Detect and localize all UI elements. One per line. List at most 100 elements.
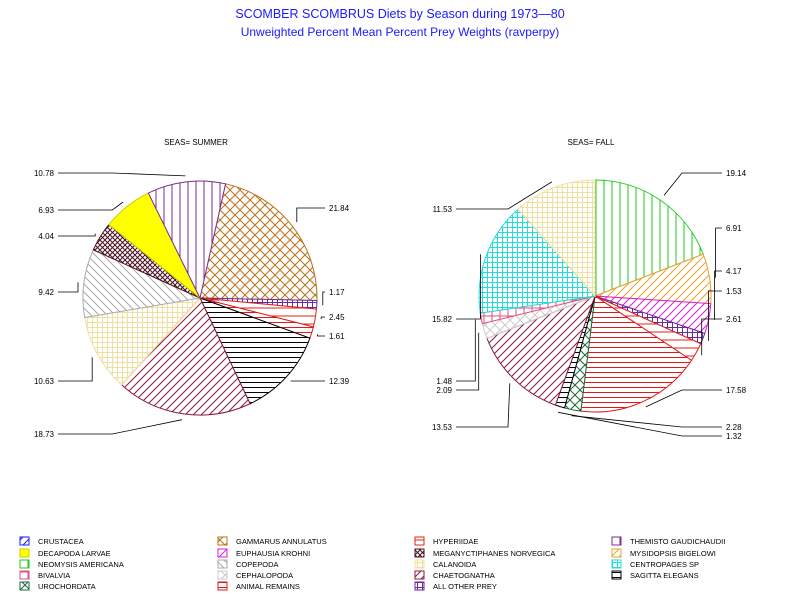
callout-line (456, 319, 476, 382)
callout-line (708, 290, 722, 341)
callout-line (714, 270, 722, 320)
legend-item-urochordata: UROCHORDATA (19, 581, 96, 591)
pie-slice-chaetognatha (486, 295, 596, 406)
legend-item-gammarus-annulatus: GAMMARUS ANNULATUS (217, 536, 327, 546)
slice-value-label: 2.28 (726, 423, 742, 432)
slice-value-label: 15.82 (432, 315, 453, 324)
legend-swatch (217, 536, 228, 546)
callout-line (58, 282, 79, 293)
callout-line (456, 383, 511, 428)
panel-label: SEAS= FALL (568, 138, 615, 147)
legend-swatch (611, 570, 622, 580)
legend-label: CHAETOGNATHA (433, 571, 495, 580)
callout-line (715, 227, 722, 278)
pie-slice-calanoida (517, 179, 596, 298)
legend-label: EUPHAUSIA KROHNI (236, 549, 310, 558)
pie-slice-animal-remains (580, 295, 693, 413)
legend-swatch (217, 581, 228, 591)
legend-item-bivalvia: BIVALVIA (19, 570, 70, 580)
legend-label: THEMISTO GAUDICHAUDII (630, 537, 725, 546)
slice-value-label: 11.53 (433, 205, 453, 214)
slice-value-label: 18.73 (34, 430, 55, 439)
legend-swatch (19, 581, 30, 591)
slice-value-label: 21.84 (329, 204, 350, 213)
legend-item-decapoda-larvae: DECAPODA LARVAE (19, 548, 111, 558)
legend-item-calanoida: CALANOIDA (414, 559, 476, 569)
callout-line (320, 316, 325, 320)
legend-label: ANIMAL REMAINS (236, 582, 300, 591)
legend-swatch (19, 570, 30, 580)
chart-subtitle: Unweighted Percent Mean Percent Prey Wei… (241, 25, 560, 39)
legend-item-mysidopsis-bigelowi: MYSIDOPSIS BIGELOWI (611, 548, 716, 558)
slice-value-label: 6.91 (726, 224, 742, 233)
callout-line (322, 291, 325, 306)
legend-label: MYSIDOPSIS BIGELOWI (630, 549, 716, 558)
legend-item-neomysis-americana: NEOMYSIS AMERICANA (19, 559, 124, 569)
slice-value-label: 1.48 (436, 377, 452, 386)
slice-value-label: 2.09 (436, 386, 452, 395)
legend-swatch (414, 570, 425, 580)
legend: CRUSTACEA GAMMARUS ANNULATUS HYPERIIDAE THE… (19, 536, 725, 591)
legend-label: SAGITTA ELEGANS (630, 571, 699, 580)
callout-line (456, 332, 480, 391)
slice-value-label: 2.61 (726, 315, 742, 324)
legend-label: CRUSTACEA (38, 537, 84, 546)
callout-line (58, 201, 124, 211)
legend-item-sagitta-elegans: SAGITTA ELEGANS (611, 570, 699, 580)
legend-item-meganyctiphanes-norvegica: MEGANYCTIPHANES NORVEGICA (414, 548, 555, 558)
legend-item-copepoda: COPEPODA (217, 559, 279, 569)
slice-value-label: 1.53 (726, 287, 742, 296)
callout-line (296, 207, 325, 223)
legend-item-hyperiidae: HYPERIIDAE (414, 536, 478, 546)
slice-value-label: 4.17 (726, 267, 742, 276)
legend-swatch (611, 536, 622, 546)
legend-label: GAMMARUS ANNULATUS (236, 537, 327, 546)
legend-swatch (611, 559, 622, 569)
callout-line (58, 172, 186, 177)
legend-swatch (19, 536, 30, 546)
legend-label: CALANOIDA (433, 560, 476, 569)
chart-title: SCOMBER SCOMBRUS Diets by Season during … (235, 7, 564, 21)
legend-item-centropages-sp: CENTROPAGES SP (611, 559, 699, 569)
slice-value-label: 10.78 (34, 169, 55, 178)
pies-layer: SEAS= SUMMER 21.84 1.17 2.45 1.61 12.39 18.73 1… (34, 138, 747, 441)
callout-line (701, 318, 722, 356)
callout-line (663, 172, 722, 196)
legend-label: ALL OTHER PREY (433, 582, 497, 591)
pie-seas-fall: SEAS= FALL 19.14 6.91 4.17 1.53 2.61 17.58 2.28… (432, 138, 747, 441)
callout-line (58, 419, 183, 435)
pie-slice-chaetognatha (120, 297, 251, 416)
legend-swatch (217, 570, 228, 580)
legend-label: BIVALVIA (38, 571, 70, 580)
callout-line (58, 233, 96, 237)
legend-label: COPEPODA (236, 560, 279, 569)
legend-item-animal-remains: ANIMAL REMAINS (217, 581, 300, 591)
slice-value-label: 6.93 (38, 206, 54, 215)
pie-slice-neomysis-americana (594, 179, 704, 297)
legend-label: DECAPODA LARVAE (38, 549, 111, 558)
pie-slice-sagitta-elegans (199, 297, 311, 405)
slice-value-label: 12.39 (329, 377, 350, 386)
slice-value-label: 2.45 (329, 313, 345, 322)
legend-label: NEOMYSIS AMERICANA (38, 560, 124, 569)
callout-line (317, 334, 325, 337)
callout-line (58, 357, 93, 382)
pie-seas-summer: SEAS= SUMMER 21.84 1.17 2.45 1.61 12.39 18.73 1… (34, 138, 350, 439)
callout-line (571, 415, 722, 428)
slice-value-label: 1.17 (329, 288, 345, 297)
legend-label: CENTROPAGES SP (630, 560, 699, 569)
slice-value-label: 9.42 (38, 288, 54, 297)
legend-item-euphausia-krohni: EUPHAUSIA KROHNI (217, 548, 310, 558)
slice-value-label: 19.14 (726, 169, 747, 178)
legend-label: UROCHORDATA (38, 582, 96, 591)
slice-value-label: 1.61 (329, 332, 345, 341)
legend-item-all-other-prey: ALL OTHER PREY (414, 581, 497, 591)
legend-label: HYPERIIDAE (433, 537, 478, 546)
slice-value-label: 1.32 (726, 432, 742, 441)
slice-value-label: 10.63 (34, 377, 55, 386)
legend-label: MEGANYCTIPHANES NORVEGICA (433, 549, 555, 558)
slice-value-label: 13.53 (432, 423, 453, 432)
legend-item-cephalopoda: CEPHALOPODA (217, 570, 293, 580)
